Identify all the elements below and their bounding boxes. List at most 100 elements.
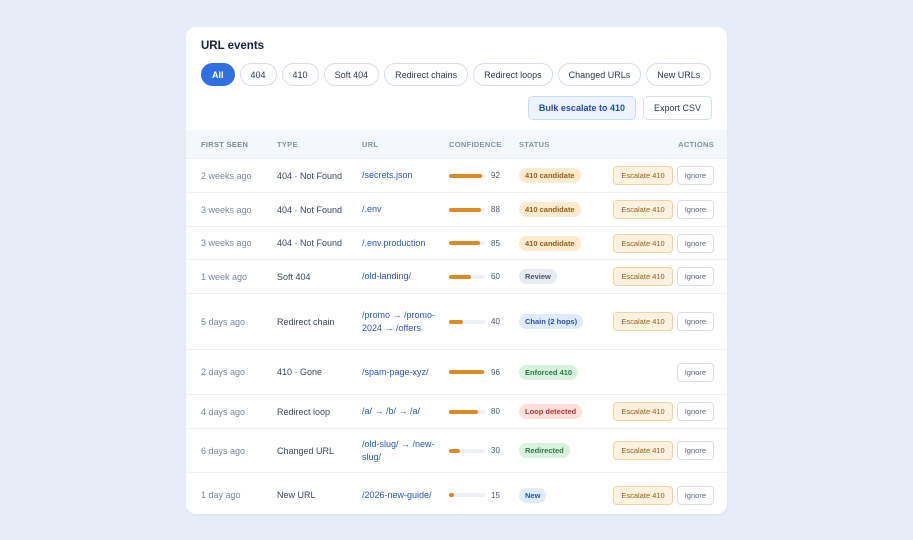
ignore-button[interactable]: Ignore [676, 267, 714, 286]
url-link[interactable]: /.env.production [362, 237, 426, 248]
filter-chip-changed-urls[interactable]: Changed URLs [557, 63, 642, 86]
escalate-410-button[interactable]: Escalate 410 [613, 485, 673, 505]
cell-actions: Escalate 410 Ignore [609, 166, 727, 185]
status-badge: 410 candidate [519, 202, 581, 217]
cell-type: Redirect chain [277, 316, 335, 327]
confidence-value: 40 [491, 317, 500, 326]
ignore-button[interactable]: Ignore [676, 233, 714, 253]
confidence-bar-fill [449, 319, 464, 324]
cell-first-seen: 4 days ago [201, 406, 246, 417]
table-row: 1 week ago Soft 404/old-landing/60 Review E… [186, 259, 727, 293]
header-type: TYPE [277, 139, 298, 149]
status-badge: 410 candidate [519, 168, 581, 183]
status-badge: 410 candidate [519, 235, 581, 251]
url-link[interactable]: /old-landing/ [362, 271, 412, 281]
cell-first-seen: 3 weeks ago [201, 204, 252, 215]
escalate-410-button[interactable]: Escalate 410 [613, 200, 673, 219]
cell-first-seen: 3 weeks ago [201, 238, 252, 248]
table-row: 6 days ago Changed URL/old-slug/ → /new-s… [186, 428, 727, 472]
status-badge: New [519, 487, 547, 503]
cell-confidence: 15 [449, 491, 519, 500]
cell-status: Chain (2 hops) [519, 314, 609, 329]
filter-chip-all[interactable]: All [201, 63, 235, 86]
confidence-bar-fill [449, 409, 478, 414]
escalate-410-button[interactable]: Escalate 410 [613, 166, 673, 185]
escalate-410-button[interactable]: Escalate 410 [613, 267, 673, 286]
ignore-button[interactable]: Ignore [676, 362, 714, 382]
cell-actions: Escalate 410 Ignore [609, 312, 727, 331]
ignore-button[interactable]: Ignore [676, 441, 714, 460]
cell-type: 404 · Not Found [277, 204, 343, 215]
cell-status: Loop detected [519, 404, 609, 419]
cell-confidence: 60 [449, 272, 519, 281]
table-row: 2 days ago 410 · Gone/spam-page-xyz/96 Enf… [186, 349, 727, 394]
confidence-bar-fill [449, 448, 460, 453]
confidence-bar-fill [449, 173, 483, 178]
url-link[interactable]: /secrets.json [362, 170, 413, 180]
cell-status: Enforced 410 [519, 364, 609, 380]
ignore-button[interactable]: Ignore [676, 312, 714, 331]
filter-chip-404[interactable]: 404 [239, 63, 277, 86]
cell-first-seen: 6 days ago [201, 445, 246, 456]
cell-status: Review [519, 269, 609, 284]
table-row: 1 day ago New URL/2026-new-guide/15 New Esc… [186, 472, 727, 514]
header-first-seen: FIRST SEEN [201, 139, 249, 149]
status-badge: Redirected [519, 443, 570, 458]
escalate-410-button[interactable]: Escalate 410 [613, 402, 673, 421]
header-actions: ACTIONS [678, 139, 714, 149]
confidence-bar [449, 241, 485, 245]
cell-first-seen: 5 days ago [201, 316, 246, 327]
url-link[interactable]: /.env [362, 204, 382, 214]
table-row: 4 days ago Redirect loop/a/ → /b/ → /a/80… [186, 394, 727, 428]
url-link[interactable]: /2026-new-guide/ [362, 489, 432, 500]
bulk-escalate-button[interactable]: Bulk escalate to 410 [527, 96, 636, 120]
url-link[interactable]: /a/ → /b/ → /a/ [362, 406, 421, 416]
filter-chip-soft-404[interactable]: Soft 404 [323, 63, 380, 86]
url-link[interactable]: /promo → /promo-2024 → /offers [362, 309, 436, 333]
filter-chip-redirect-loops[interactable]: Redirect loops [473, 63, 553, 86]
cell-actions: Escalate 410 Ignore [609, 441, 727, 460]
header-status: STATUS [519, 139, 550, 149]
escalate-410-button[interactable]: Escalate 410 [613, 312, 673, 331]
confidence-value: 88 [491, 205, 500, 214]
table-row: 2 weeks ago 404 · Not Found/secrets.json 9… [186, 158, 727, 192]
cell-first-seen: 2 days ago [201, 367, 246, 377]
cell-first-seen: 1 week ago [201, 271, 248, 282]
confidence-bar [449, 274, 485, 279]
cell-status: New [519, 487, 609, 503]
url-link[interactable]: /old-slug/ → /new-slug/ [362, 438, 435, 462]
cell-status: 410 candidate [519, 168, 609, 183]
cell-type: 404 · Not Found [277, 238, 343, 248]
cell-confidence: 85 [449, 239, 519, 248]
filter-chips: All 404 410 Soft 404 Redirect chains Red… [201, 63, 712, 86]
table-row: 3 weeks ago 404 · Not Found /.env 88 410 can… [186, 192, 727, 226]
cell-status: 410 candidate [519, 235, 609, 251]
ignore-button[interactable]: Ignore [676, 166, 714, 185]
cell-actions: Ignore [609, 362, 727, 382]
filter-chip-410[interactable]: 410 [281, 63, 319, 86]
cell-status: Redirected [519, 443, 609, 458]
escalate-410-button[interactable]: Escalate 410 [613, 441, 673, 460]
cell-confidence: 88 [449, 205, 519, 214]
url-link[interactable]: /spam-page-xyz/ [362, 366, 429, 377]
ignore-button[interactable]: Ignore [676, 402, 714, 421]
cell-actions: Escalate 410 Ignore [609, 402, 727, 421]
url-events-table: FIRST SEEN TYPE URL CONFIDENCE STATUS AC… [186, 130, 727, 514]
confidence-value: 85 [491, 238, 500, 248]
status-badge: Review [519, 269, 557, 284]
confidence-bar-fill [449, 274, 471, 279]
cell-type: 404 · Not Found [277, 170, 343, 181]
escalate-410-button[interactable]: Escalate 410 [613, 233, 673, 253]
confidence-bar-fill [449, 370, 484, 374]
confidence-bar [449, 409, 485, 414]
table-body: 2 weeks ago 404 · Not Found/secrets.json 9… [186, 158, 727, 514]
confidence-bar [449, 370, 485, 374]
filter-chip-new-urls[interactable]: New URLs [646, 63, 712, 86]
table-row: 5 days ago Redirect chain/promo → /promo-… [186, 293, 727, 349]
confidence-bar [449, 207, 485, 212]
export-csv-button[interactable]: Export CSV [642, 96, 712, 120]
ignore-button[interactable]: Ignore [676, 200, 714, 219]
filter-chip-redirect-chains[interactable]: Redirect chains [384, 63, 469, 86]
cell-confidence: 92 [449, 171, 519, 180]
ignore-button[interactable]: Ignore [676, 485, 714, 505]
